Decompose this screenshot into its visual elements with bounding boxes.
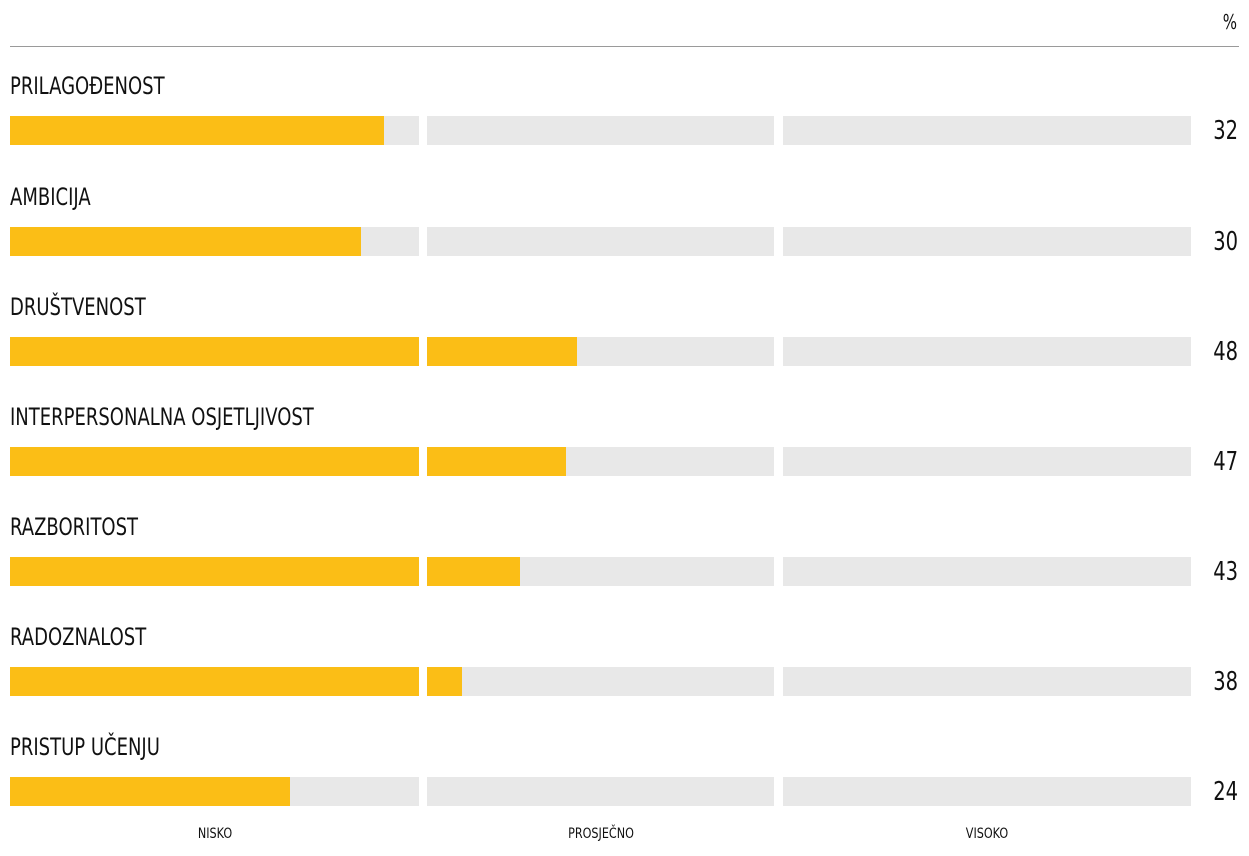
bar-track-segment bbox=[783, 447, 1191, 476]
category-label: INTERPERSONALNA OSJETLJIVOST bbox=[10, 403, 314, 431]
bar-fill bbox=[10, 557, 419, 586]
category-label: RADOZNALOST bbox=[10, 623, 147, 651]
bar-track-segment bbox=[10, 667, 419, 696]
bar-fill bbox=[427, 557, 520, 586]
value-label: 32 bbox=[1213, 116, 1238, 146]
value-label: 43 bbox=[1213, 557, 1238, 587]
value-label: 38 bbox=[1213, 667, 1238, 697]
band-label: PROSJEČNO bbox=[567, 826, 634, 842]
category-label: PRILAGOĐENOST bbox=[10, 72, 165, 100]
bar-track-segment bbox=[427, 777, 774, 806]
category-label: RAZBORITOST bbox=[10, 513, 139, 541]
bar-track-segment bbox=[427, 667, 774, 696]
category-label: PRISTUP UČENJU bbox=[10, 733, 160, 761]
category-label: AMBICIJA bbox=[10, 183, 91, 211]
value-label: 30 bbox=[1213, 227, 1238, 257]
bar-fill bbox=[427, 667, 462, 696]
bar-track-segment bbox=[10, 777, 419, 806]
bar-fill bbox=[10, 667, 419, 696]
category-label: DRUŠTVENOST bbox=[10, 293, 146, 321]
band-label: NISKO bbox=[197, 826, 232, 842]
bar-track-segment bbox=[427, 337, 774, 366]
bar-fill bbox=[10, 337, 419, 366]
value-label: 24 bbox=[1213, 777, 1238, 807]
percent-unit-header: % bbox=[1222, 10, 1237, 34]
bar-track-segment bbox=[783, 557, 1191, 586]
value-label: 47 bbox=[1213, 447, 1238, 477]
bar-fill bbox=[427, 337, 578, 366]
bar-track-segment bbox=[783, 337, 1191, 366]
bar-fill bbox=[10, 227, 361, 256]
bar-fill bbox=[10, 116, 384, 145]
bar-track-segment bbox=[10, 337, 419, 366]
bar-track-segment bbox=[427, 227, 774, 256]
bar-track-segment bbox=[427, 557, 774, 586]
value-label: 48 bbox=[1213, 337, 1238, 367]
bar-fill bbox=[427, 447, 566, 476]
bar-track-segment bbox=[10, 557, 419, 586]
bar-track-segment bbox=[783, 667, 1191, 696]
bar-track-segment bbox=[783, 777, 1191, 806]
bar-fill bbox=[10, 447, 419, 476]
bar-track-segment bbox=[783, 227, 1191, 256]
bar-track-segment bbox=[10, 447, 419, 476]
bar-track-segment bbox=[10, 116, 419, 145]
bar-track-segment bbox=[783, 116, 1191, 145]
bar-track-segment bbox=[427, 116, 774, 145]
top-divider bbox=[10, 46, 1239, 47]
bar-track-segment bbox=[427, 447, 774, 476]
bar-track-segment bbox=[10, 227, 419, 256]
band-label: VISOKO bbox=[965, 826, 1009, 842]
bar-fill bbox=[10, 777, 291, 806]
